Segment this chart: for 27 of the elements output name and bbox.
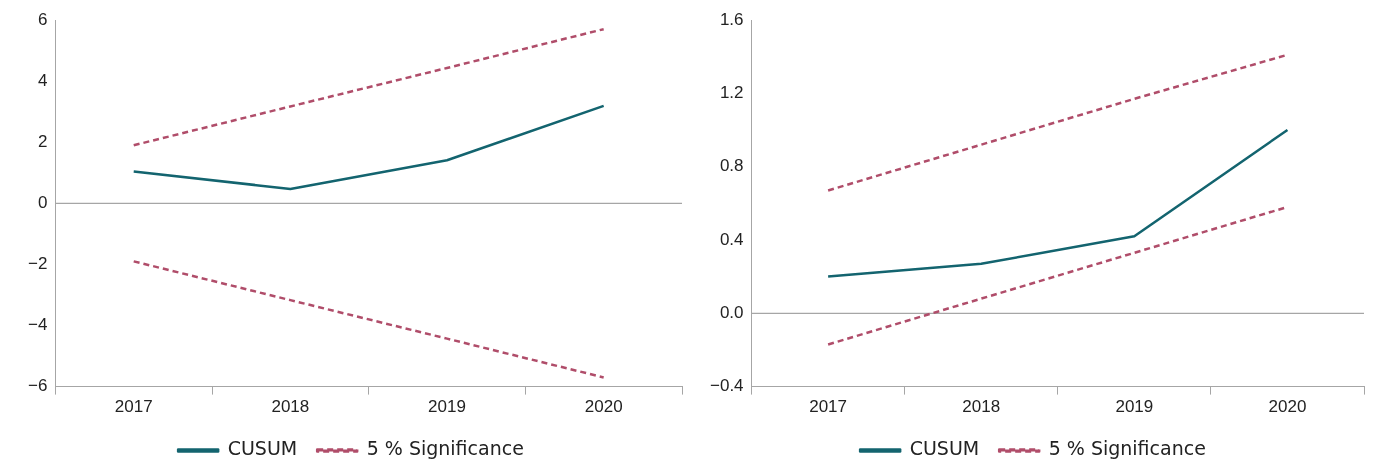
y-tick-label: 0.4 — [719, 229, 744, 249]
y-tick-label: 2 — [37, 131, 48, 151]
y-tick-label: 6 — [37, 9, 48, 29]
y-tick-label: −6 — [27, 376, 48, 396]
line-series — [132, 260, 605, 379]
y-tick-label: −2 — [27, 254, 48, 274]
y-tick-label: 1.6 — [719, 9, 744, 29]
x-tick-label: 2019 — [1115, 397, 1154, 417]
x-tick-label: 2017 — [114, 397, 153, 417]
legend-label: 5 % Significance — [1048, 437, 1206, 460]
legend-label: CUSUM — [909, 437, 980, 460]
x-tick-label: 2018 — [962, 397, 1001, 417]
y-tick-label: −0.4 — [710, 376, 744, 396]
y-tick-label: 0.8 — [719, 156, 744, 176]
line-series — [132, 27, 605, 147]
x-tick-label: 2019 — [428, 397, 466, 417]
legend-label: 5 % Significance — [366, 437, 524, 460]
y-tick-label: 0 — [37, 192, 48, 212]
y-tick-label: 4 — [37, 70, 48, 90]
x-tick-label: 2020 — [584, 397, 623, 417]
x-tick-label: 2017 — [809, 397, 848, 417]
y-tick-label: −4 — [27, 315, 48, 335]
legend-label: CUSUM — [227, 437, 298, 460]
x-tick-label: 2020 — [1268, 397, 1307, 417]
y-tick-label: 0.0 — [719, 302, 744, 322]
x-tick-label: 2018 — [271, 397, 310, 417]
y-tick-label: 1.2 — [719, 83, 744, 103]
